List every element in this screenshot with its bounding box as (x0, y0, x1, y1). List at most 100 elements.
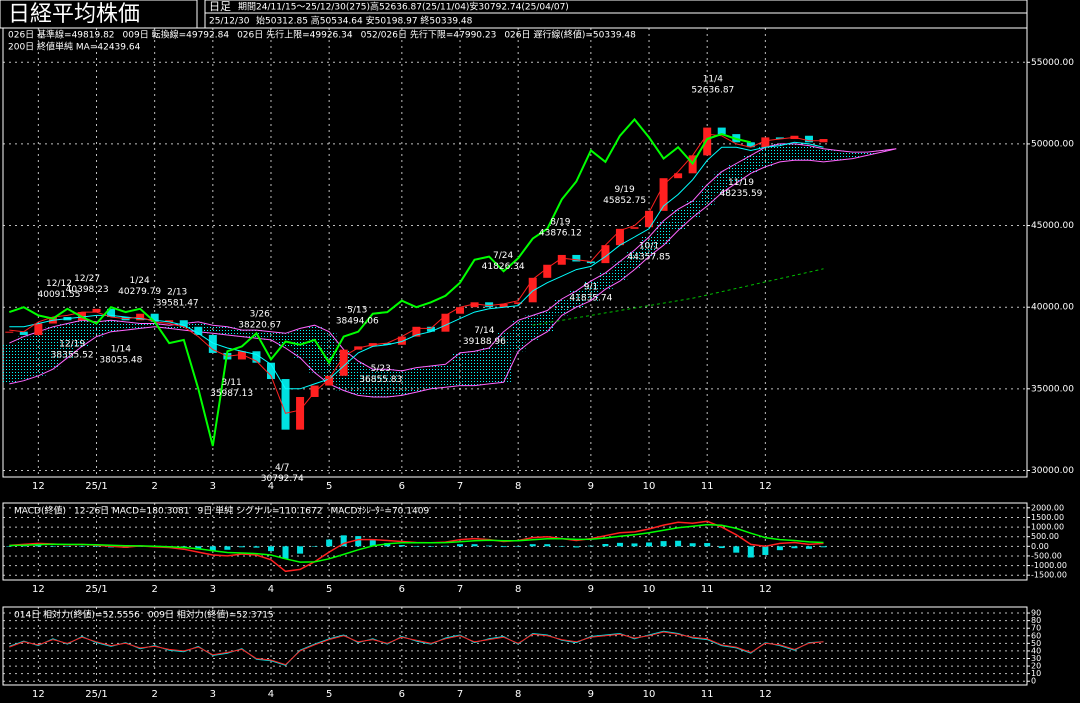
histogram-bar (267, 546, 274, 552)
cloud (452, 352, 468, 386)
candle (397, 336, 406, 345)
annotation-date: 10/1 (639, 242, 659, 252)
cloud (321, 331, 337, 384)
y-tick-label: 2000.00 (1031, 503, 1064, 512)
cloud (758, 147, 773, 167)
histogram-bar (442, 545, 449, 547)
x-tick-label: 25/1 (85, 689, 107, 700)
y-tick-label: 1000.00 (1031, 523, 1064, 532)
y-tick-label: 10 (1031, 669, 1041, 678)
y-tick-label: 30 (1031, 654, 1041, 663)
candle (703, 127, 712, 156)
x-tick-label: 9 (588, 689, 594, 700)
legend-entry: 9日 単純 シグナル=110.1672 (198, 505, 323, 517)
x-tick-label: 6 (399, 689, 405, 700)
legend-entry: 026日 遅行線(終値)=50339.48 (504, 29, 636, 41)
annotation-value: 38494.06 (336, 316, 379, 326)
candle (150, 313, 159, 322)
main-panel (2, 27, 1028, 478)
candle (499, 303, 508, 308)
cloud (729, 163, 744, 184)
cloud (685, 201, 700, 218)
date: 25/12/30 (209, 17, 250, 27)
x-tick-label: 4 (268, 481, 274, 492)
legend-entry: 014日 相対力(終値)=52.5556 (14, 609, 140, 621)
candle (615, 228, 624, 246)
cloud (103, 320, 119, 332)
candle (746, 142, 755, 148)
cloud (874, 150, 889, 153)
histogram-bar (398, 544, 405, 547)
y-tick-label: 35000.00 (1031, 384, 1074, 394)
annotation-date: 11/4 (703, 74, 723, 84)
annotation-date: 3/11 (221, 378, 241, 388)
histogram-bar (369, 539, 376, 547)
x-tick-label: 8 (515, 481, 521, 492)
cloud (627, 250, 642, 270)
cloud (859, 152, 875, 156)
histogram-bar (820, 546, 827, 548)
cloud (438, 364, 453, 388)
x-tick-label: 4 (268, 689, 274, 700)
cloud (292, 328, 308, 358)
series-line (8, 117, 752, 447)
cloud (74, 320, 90, 347)
annotation-date: 9/1 (584, 283, 598, 293)
candle (179, 320, 188, 327)
cloud (132, 323, 148, 329)
cloud (191, 321, 206, 332)
histogram-bar (384, 543, 391, 547)
candle (761, 137, 770, 148)
histogram-bar (704, 543, 711, 547)
x-tick-label: 9 (588, 481, 594, 492)
cloud (2, 343, 17, 384)
histogram-bar (326, 539, 333, 547)
candle (165, 320, 174, 322)
cloud (263, 331, 279, 340)
series-line (9, 630, 824, 666)
legend-entry: MACD(終値) (14, 505, 66, 517)
cloud (394, 370, 410, 396)
cloud (670, 209, 686, 231)
candle (34, 323, 43, 335)
candle (630, 227, 639, 229)
cloud (220, 326, 235, 335)
y-tick-label: 70 (1031, 624, 1041, 633)
cloud (423, 365, 439, 389)
y-tick-label: 40 (1031, 646, 1041, 655)
cloud (409, 367, 424, 393)
histogram-bar (529, 544, 536, 547)
y-tick-label: 80 (1031, 616, 1041, 625)
candle (470, 302, 479, 308)
cloud (714, 171, 729, 193)
x-tick-label: 12 (759, 584, 772, 595)
x-tick-label: 3 (210, 584, 216, 595)
candle (194, 326, 203, 335)
cloud (118, 321, 133, 331)
candle (5, 331, 14, 333)
candle (107, 308, 116, 317)
x-tick-label: 25/1 (85, 584, 107, 595)
candle (310, 385, 319, 397)
rsi-panel (2, 606, 1028, 686)
cloud (816, 148, 831, 162)
histogram-bar (297, 546, 304, 554)
cloud (554, 299, 570, 316)
annotation-value: 38355.52 (51, 351, 94, 361)
annotation-date: 12/19 (59, 340, 85, 350)
candle (19, 331, 28, 335)
histogram-bar (602, 544, 609, 547)
y-tick-label: 0 (1031, 677, 1036, 686)
cloud (641, 236, 657, 257)
macd-panel (2, 502, 1028, 581)
legend-entry: 026日 基準線=49819.82 (8, 29, 115, 41)
candle (339, 349, 348, 376)
histogram-bar (78, 546, 85, 547)
annotation-value: 43876.12 (539, 228, 582, 238)
histogram-bar (558, 546, 565, 547)
y-tick-label: 90 (1031, 609, 1041, 618)
cloud (583, 281, 599, 301)
x-tick-label: 2 (151, 689, 157, 700)
x-tick-label: 7 (457, 689, 463, 700)
histogram-bar (486, 545, 493, 547)
